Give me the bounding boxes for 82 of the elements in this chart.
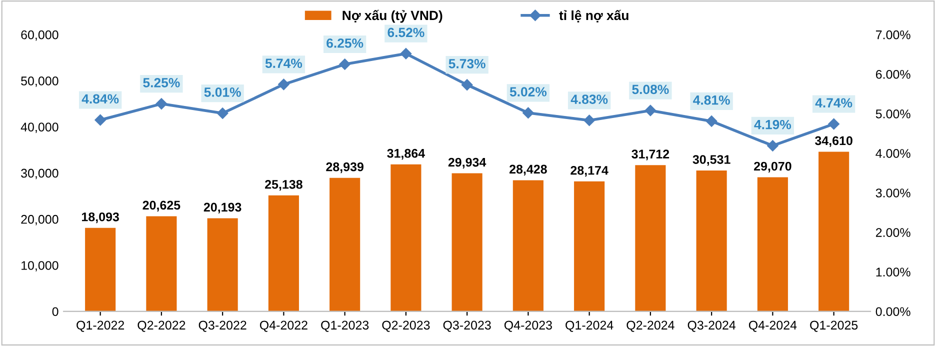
bar [757,177,788,312]
bar [330,178,360,312]
x-tick-label: Q2-2024 [626,320,674,332]
data-label: 29,934 [448,158,486,168]
point [94,114,106,126]
y2-tick-label: 0.00% [876,307,910,316]
point [278,78,290,90]
x-tick-label: Q4-2022 [260,320,308,332]
x-tick-label: Q3-2023 [443,320,491,332]
data-label: 4.83% [570,94,608,104]
data-label: 4.81% [693,95,730,105]
x-tick-label: Q2-2023 [382,320,430,332]
x-tick-label: Q1-2023 [321,320,369,332]
data-label: 20,625 [142,200,180,212]
data-label: 25,138 [265,180,302,191]
x-tick-label: Q3-2024 [688,320,736,332]
y-tick-label: 60,000 [21,30,58,41]
y2-tick-label: 3.00% [876,188,910,198]
data-label: 31,864 [387,148,425,160]
bar [85,228,116,312]
point [461,79,473,90]
point [767,140,778,152]
data-label: 5.08% [632,84,669,94]
bar [146,216,177,312]
data-label: 5.01% [204,88,241,97]
point [828,118,840,130]
data-label: 5.73% [448,59,486,68]
x-tick-label: Q4-2024 [748,320,797,332]
bar [696,170,727,312]
data-label: 28,428 [510,164,547,176]
y2-tick-label: 7.00% [876,30,910,40]
point [339,58,350,70]
point [400,48,412,60]
data-label: 5.25% [143,78,180,88]
point [644,104,656,116]
data-label: 20,193 [204,202,242,214]
y2-tick-label: 2.00% [876,228,910,237]
point [156,98,168,110]
y-tick-label: 20,000 [21,214,58,226]
y2-tick-label: 1.00% [876,268,910,277]
data-label: 6.25% [326,38,364,48]
point [706,116,718,127]
bar [390,164,422,312]
data-label: 4.74% [815,98,852,108]
data-label: 5.74% [265,58,302,68]
point [584,114,595,126]
y2-tick-label: 4.00% [876,149,910,158]
y-tick-label: 10,000 [22,261,58,272]
data-label: 4.84% [82,94,119,104]
x-tick-label: Q4-2023 [504,320,552,332]
data-label: 6.52% [388,28,424,38]
data-label: 28,174 [570,166,608,177]
legend-label: Nợ xấu (tỷ VND) [342,10,442,23]
y2-tick-label: 5.00% [876,109,910,118]
point [216,108,228,119]
data-label: 5.02% [510,87,547,96]
bar [818,152,850,312]
x-tick-label: Q2-2022 [138,320,186,332]
x-tick-label: Q1-2022 [76,320,124,332]
bar [635,165,666,312]
bar [512,180,544,312]
data-label: 18,093 [82,212,119,224]
data-label: 34,610 [814,136,852,147]
bar [574,181,605,312]
bar [207,218,238,312]
x-tick-label: Q1-2024 [566,320,614,332]
y-tick-label: 30,000 [21,168,58,180]
y-tick-label: 0 [52,307,58,316]
y-tick-label: 40,000 [20,122,58,133]
bar [268,195,299,312]
data-label: 31,712 [632,150,670,160]
x-tick-label: Q1-2025 [810,320,858,332]
y-tick-label: 50,000 [21,76,58,87]
data-label: 29,070 [754,162,792,172]
y2-tick-label: 6.00% [876,70,910,79]
point [522,107,534,118]
bar [452,173,482,312]
legend-label: tỉ lệ nợ xấu [559,10,628,22]
data-label: 4.19% [754,120,792,130]
data-label: 28,939 [326,162,364,174]
x-tick-label: Q3-2022 [198,320,246,332]
data-label: 30,531 [692,155,730,166]
